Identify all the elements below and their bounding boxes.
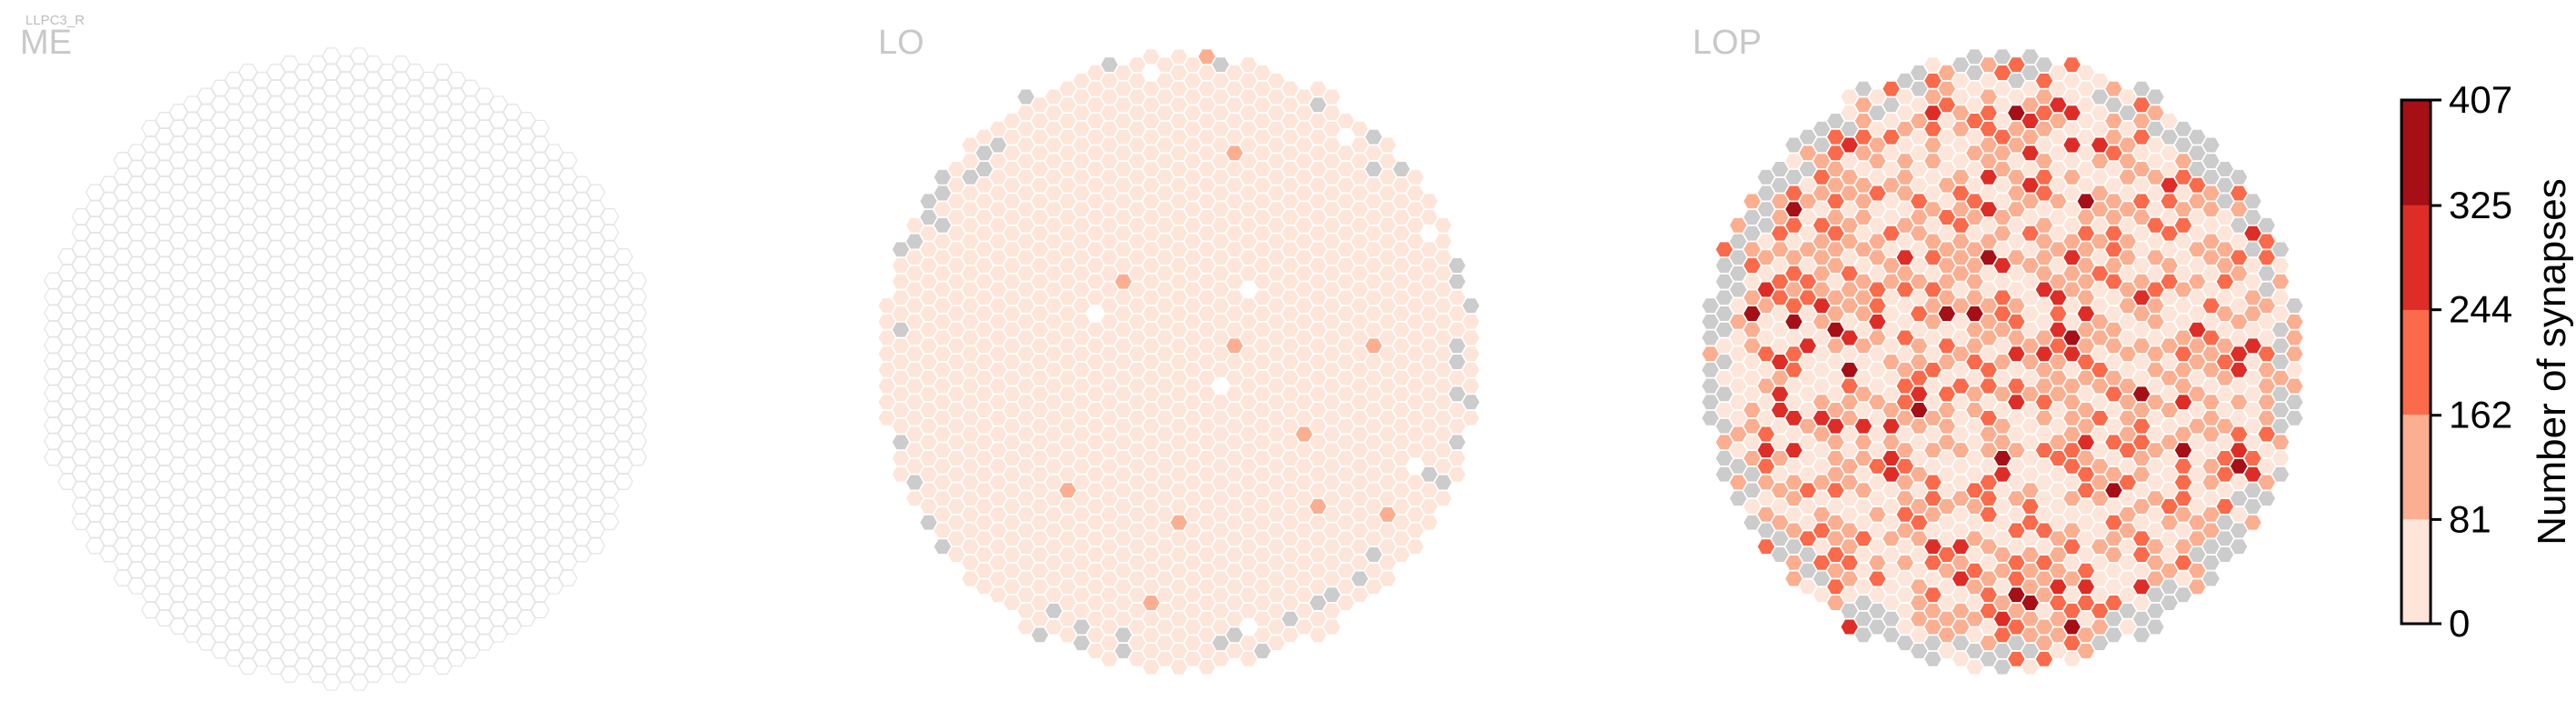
hex-column [600,513,620,531]
hex-column [2257,489,2277,507]
hex-column [2257,216,2277,234]
colorbar-tick-label: 0 [2449,602,2470,645]
hex-column [2201,136,2222,154]
colorbar-tick-label: 81 [2449,497,2491,540]
hex-column [1447,256,1467,275]
hex-column [627,416,647,434]
hex-column [2145,618,2165,636]
hex-column [1405,537,1425,556]
hex-column [2242,514,2262,531]
hex-column [627,336,647,354]
hex-column [614,473,634,490]
hex-column [1419,193,1439,210]
hex-column [1461,297,1481,315]
hex-column [2284,297,2304,315]
hex-column [1447,241,1467,258]
colorbar-bin [2401,205,2431,310]
hex-column [530,119,550,137]
hex-column [2284,394,2304,411]
colorbar-tick-label: 407 [2449,78,2512,121]
panel-me-hexmap [44,47,647,691]
hex-column [2284,345,2304,363]
hex-column [627,401,647,418]
hex-column [1461,361,1481,378]
hex-column [1461,345,1481,363]
colorbar-bin [2401,518,2431,625]
panel-label-me: ME [20,24,72,62]
hex-column [627,433,647,450]
colorbar-label: Number of synapses [2530,178,2574,546]
hex-column [2284,377,2304,395]
colorbar-tick-label: 325 [2449,184,2512,226]
panel-label-lo: LO [878,24,924,62]
hex-column [2271,434,2291,451]
hex-column [2271,449,2291,467]
panel-label-lop: LOP [1692,24,1762,62]
hex-column [2145,88,2165,105]
hex-column [1433,489,1453,507]
hex-column [1461,377,1481,395]
panel-lo-hexmap [877,48,1481,676]
hex-column [585,184,605,201]
hex-column [2284,409,2304,426]
colorbar-bin [2401,309,2431,416]
hex-column [600,496,620,515]
hex-column [2271,273,2291,290]
colorbar-bin [2401,414,2431,520]
hex-column [1322,618,1342,636]
hex-column [1461,313,1481,330]
hex-column [627,449,647,466]
hex-column [627,353,647,370]
hex-column [1461,394,1481,411]
hex-column [1433,216,1453,234]
hex-column [2284,361,2304,378]
hex-column [627,288,647,305]
hex-column [530,601,550,619]
hex-column [2229,168,2249,185]
hex-column [1461,409,1481,426]
hex-column [2271,256,2291,275]
hex-column [1447,466,1467,483]
hex-column [627,272,647,289]
hex-column [1322,88,1342,105]
hex-column [585,537,605,555]
hex-column [1447,434,1467,451]
hex-column [1447,449,1467,467]
hex-column [1447,273,1467,290]
hex-column [627,385,647,402]
hex-column [627,305,647,322]
hex-column [1405,168,1425,185]
colorbar: 0 81 162 244 325 407 Number of synapses [2400,78,2574,645]
hex-column [2284,329,2304,346]
hex-column [2229,537,2249,556]
hex-column [2271,466,2291,483]
panel-lop-hexmap [1701,48,2304,676]
hex-column [2271,241,2291,258]
hex-column [600,224,620,241]
hex-column [1377,570,1398,587]
hex-column [2284,313,2304,330]
hex-column [2242,193,2262,210]
hex-column [627,320,647,337]
hex-column [2201,570,2222,587]
hex-column [1461,329,1481,346]
hex-column [614,248,634,265]
hex-column [1419,514,1439,531]
colorbar-tick-label: 162 [2449,394,2512,436]
hex-column [600,208,620,225]
hex-column [558,569,578,586]
hex-column [1377,136,1398,154]
colorbar-bin [2401,100,2431,205]
colorbar-tick-label: 244 [2449,288,2512,331]
hex-column [627,368,647,386]
hex-column [558,152,578,169]
